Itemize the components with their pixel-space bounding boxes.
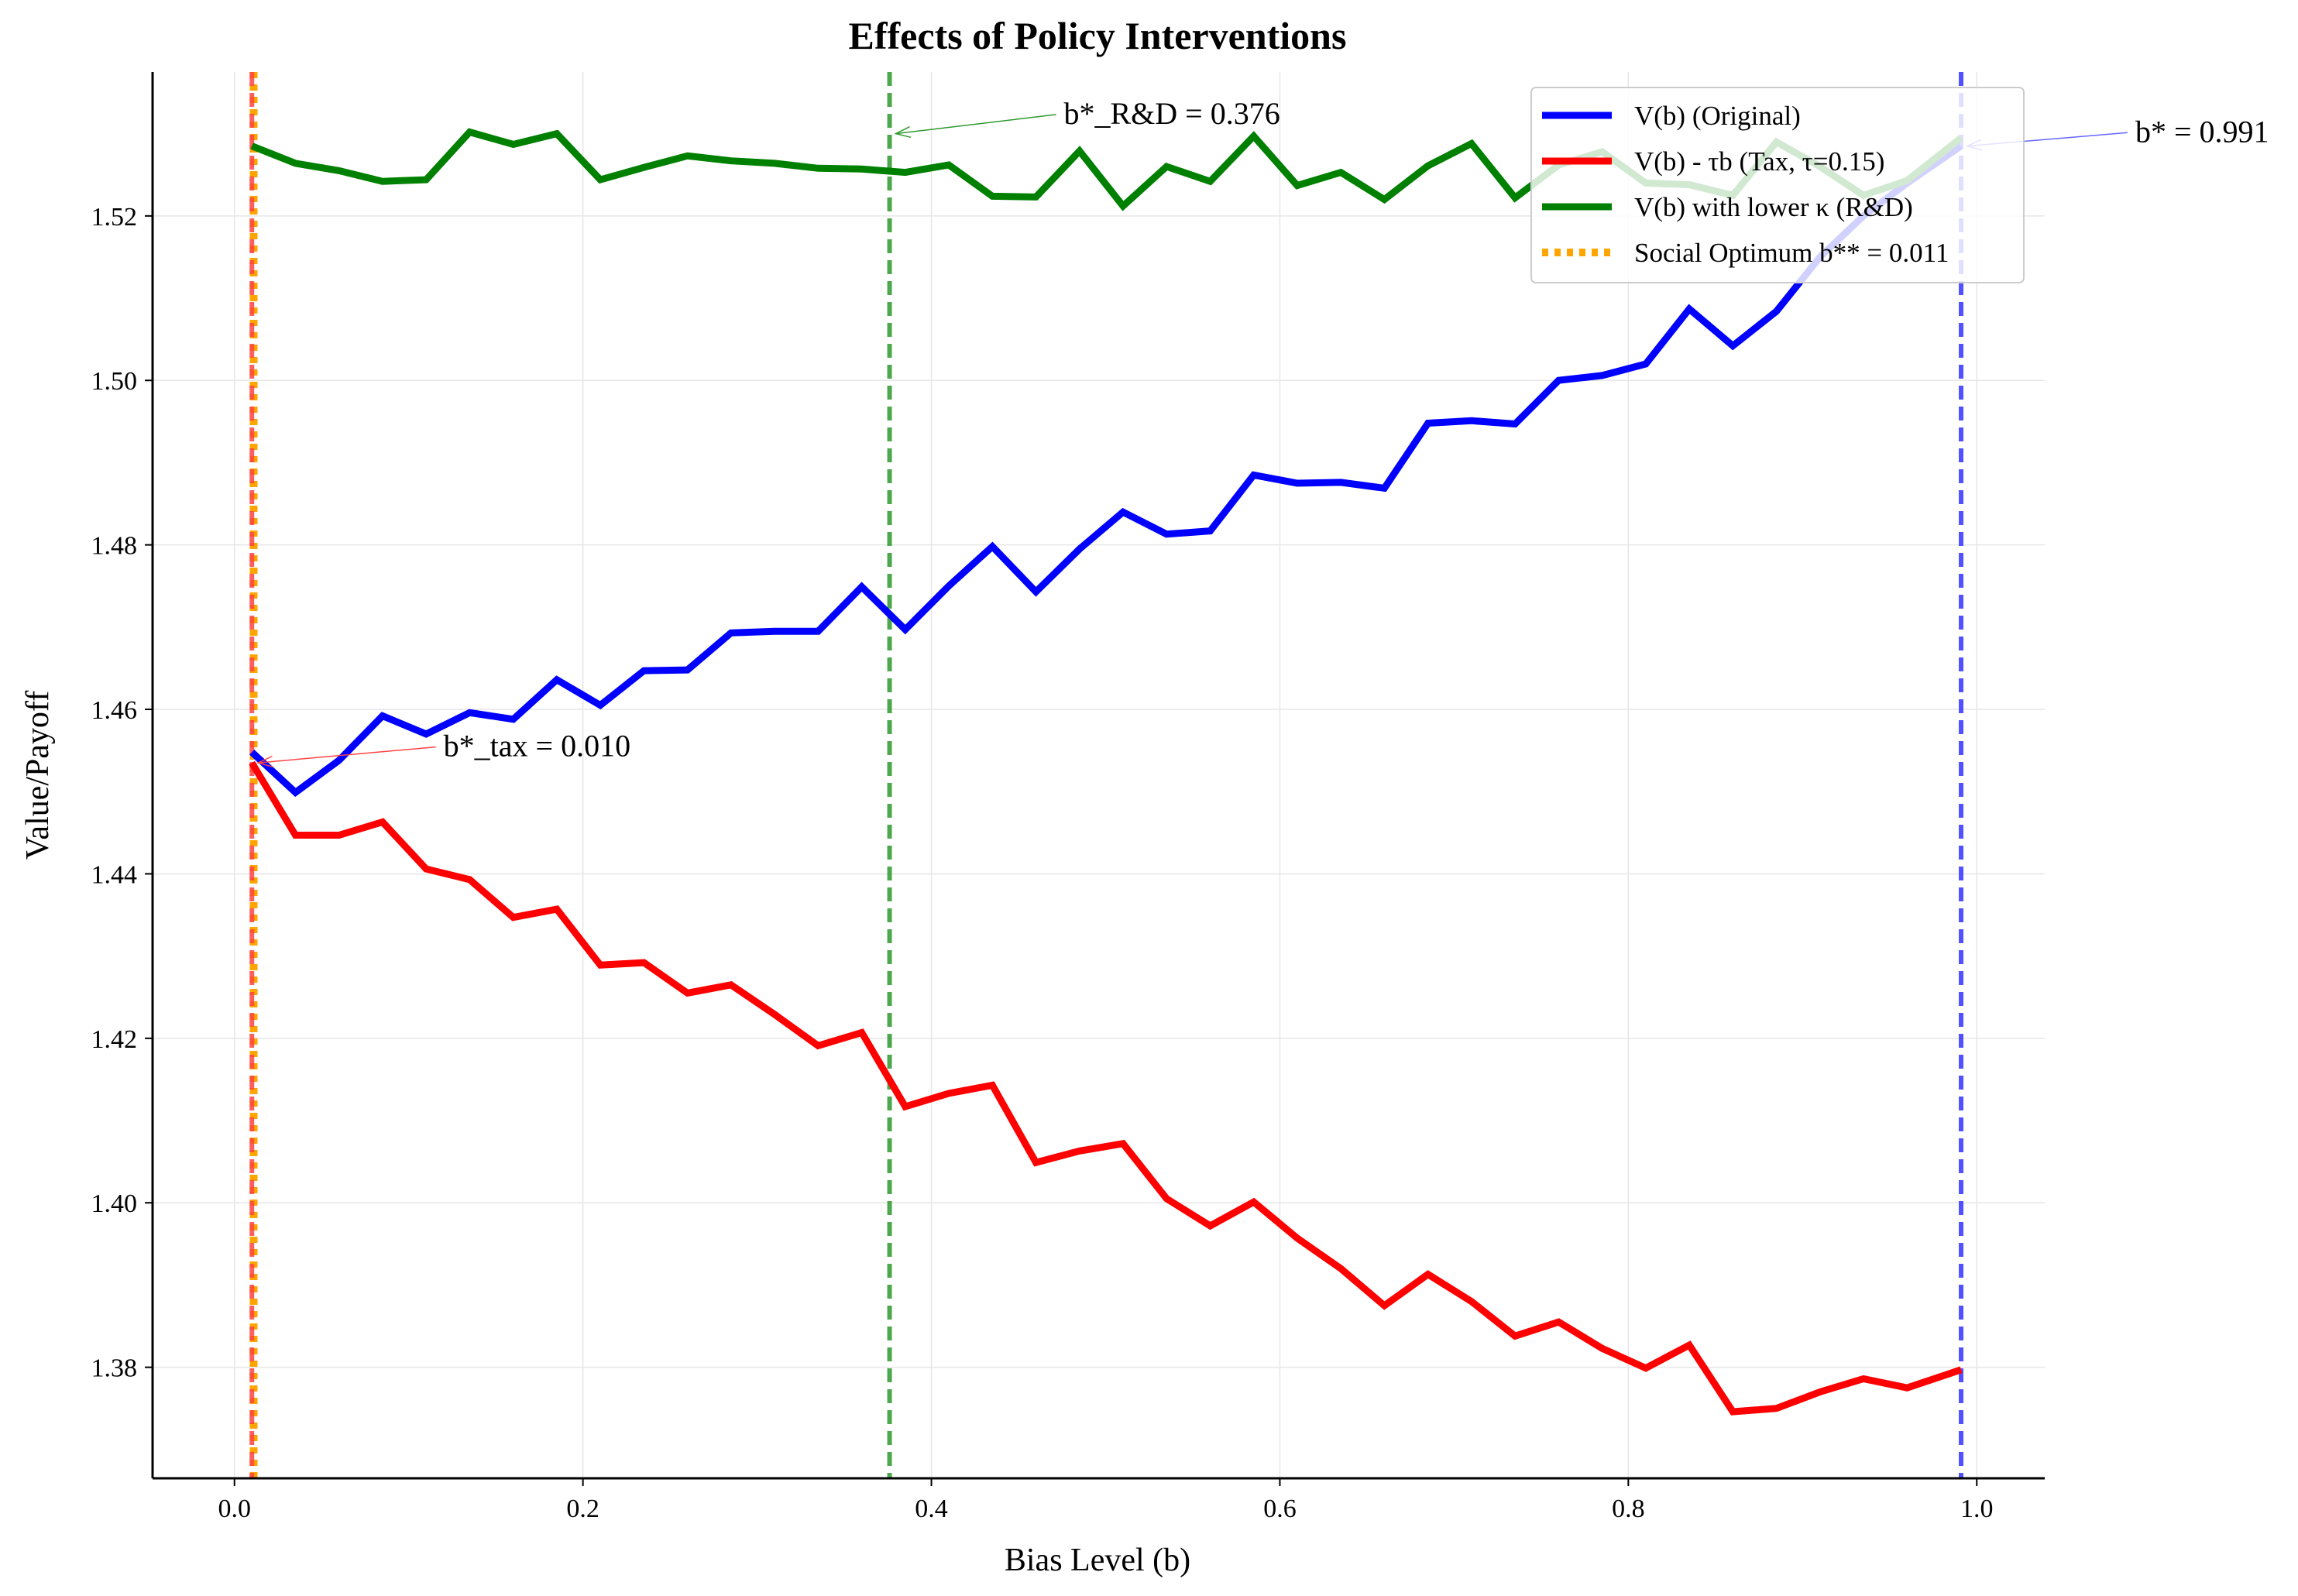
legend-entry: Social Optimum b** = 0.011 — [1634, 238, 1949, 268]
vertical-lines — [249, 72, 1964, 1478]
y-axis-label: Value/Payoff — [20, 691, 56, 860]
annotation-label: b*_R&D = 0.376 — [1064, 96, 1280, 131]
chart-title: Effects of Policy Interventions — [849, 14, 1347, 57]
legend-entry: V(b) (Original) — [1634, 101, 1801, 131]
y-tick-label: 1.44 — [91, 860, 138, 889]
x-tick-label: 1.0 — [1960, 1495, 1994, 1523]
y-tick-label: 1.52 — [91, 203, 138, 232]
annotation-arrowhead — [256, 755, 273, 768]
annotation-arrow — [258, 746, 436, 764]
y-tick-label: 1.40 — [91, 1189, 138, 1218]
annotations: b*_tax = 0.010 b*_R&D = 0.376 b* = 0.991 — [256, 96, 2269, 768]
y-tick-label: 1.38 — [91, 1354, 138, 1383]
series-line-1 — [249, 760, 1963, 1416]
legend-entry: V(b) with lower κ (R&D) — [1634, 192, 1913, 222]
y-tick-label: 1.46 — [91, 696, 138, 725]
x-tick-label: 0.6 — [1263, 1495, 1297, 1523]
annotation-label: b*_tax = 0.010 — [444, 729, 630, 764]
annotation-arrowhead — [894, 126, 912, 139]
ticks: 0.0 0.2 0.4 0.6 0.8 1.0 1.38 1.40 1.42 1.44 1.46 1.… — [91, 203, 1994, 1523]
legend: V(b) (Original) V(b) - τb (Tax, τ=0.15) V(… — [1530, 87, 2025, 283]
x-tick-label: 0.0 — [218, 1495, 251, 1523]
annotation-label: b* = 0.991 — [2135, 114, 2269, 149]
y-tick-label: 1.42 — [91, 1025, 138, 1054]
x-axis-label: Bias Level (b) — [1005, 1543, 1190, 1578]
series-line-0 — [249, 142, 1963, 798]
x-tick-label: 0.8 — [1612, 1495, 1645, 1523]
x-tick-label: 0.4 — [915, 1495, 948, 1523]
series-lines — [249, 128, 1963, 1416]
y-tick-label: 1.50 — [91, 367, 138, 396]
y-tick-label: 1.48 — [91, 532, 138, 561]
axes — [151, 72, 2045, 1480]
annotation-arrow — [895, 114, 1056, 135]
x-tick-label: 0.2 — [566, 1495, 599, 1523]
legend-entry: V(b) - τb (Tax, τ=0.15) — [1634, 146, 1884, 177]
legend-box — [1530, 87, 2025, 283]
